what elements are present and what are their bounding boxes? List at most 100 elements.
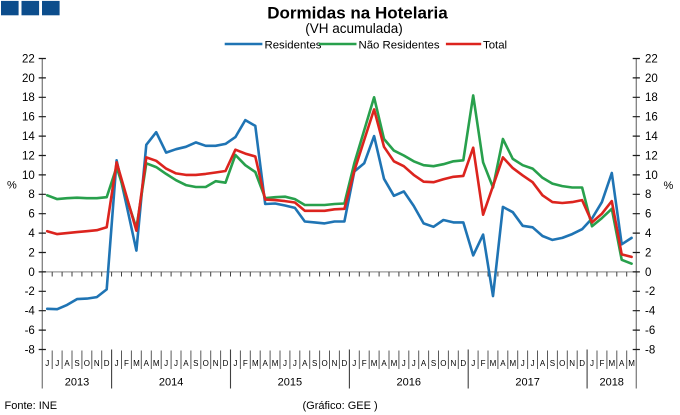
svg-text:J: J xyxy=(531,359,535,368)
svg-text:20: 20 xyxy=(645,73,658,85)
svg-text:12: 12 xyxy=(22,150,35,162)
svg-text:Residentes: Residentes xyxy=(265,39,322,51)
svg-text:J: J xyxy=(115,359,119,368)
svg-text:M: M xyxy=(628,359,635,368)
svg-text:A: A xyxy=(421,359,427,368)
svg-text:F: F xyxy=(243,359,248,368)
svg-text:J: J xyxy=(412,359,416,368)
svg-text:F: F xyxy=(599,359,604,368)
svg-text:S: S xyxy=(312,359,317,368)
svg-text:22: 22 xyxy=(22,53,35,65)
svg-text:(Gráfico: GEE ): (Gráfico: GEE ) xyxy=(303,400,378,412)
svg-text:A: A xyxy=(302,359,308,368)
svg-text:8: 8 xyxy=(28,189,34,201)
svg-text:Dormidas na Hotelaria: Dormidas na Hotelaria xyxy=(267,4,448,23)
svg-text:2014: 2014 xyxy=(159,377,183,389)
svg-text:D: D xyxy=(342,359,348,368)
svg-text:D: D xyxy=(104,359,110,368)
svg-text:J: J xyxy=(590,359,594,368)
svg-text:O: O xyxy=(84,359,90,368)
svg-text:J: J xyxy=(45,359,49,368)
svg-text:A: A xyxy=(381,359,387,368)
svg-text:-4: -4 xyxy=(645,306,656,318)
svg-text:2016: 2016 xyxy=(397,377,421,389)
svg-text:%: % xyxy=(7,180,17,192)
svg-text:O: O xyxy=(203,359,209,368)
svg-text:A: A xyxy=(64,359,70,368)
svg-text:M: M xyxy=(153,359,160,368)
svg-text:0: 0 xyxy=(28,267,34,279)
svg-text:J: J xyxy=(293,359,297,368)
svg-text:18: 18 xyxy=(645,92,658,104)
svg-text:S: S xyxy=(74,359,79,368)
svg-text:A: A xyxy=(619,359,625,368)
svg-text:A: A xyxy=(500,359,506,368)
svg-text:4: 4 xyxy=(645,228,652,240)
svg-text:J: J xyxy=(164,359,168,368)
svg-text:2017: 2017 xyxy=(515,377,539,389)
svg-text:D: D xyxy=(460,359,466,368)
svg-text:O: O xyxy=(321,359,327,368)
svg-text:2: 2 xyxy=(28,247,34,259)
svg-text:N: N xyxy=(94,359,100,368)
svg-text:O: O xyxy=(559,359,565,368)
svg-text:2: 2 xyxy=(645,247,651,259)
svg-text:M: M xyxy=(509,359,516,368)
svg-text:J: J xyxy=(283,359,287,368)
svg-text:D: D xyxy=(579,359,585,368)
svg-text:J: J xyxy=(55,359,59,368)
svg-text:J: J xyxy=(521,359,525,368)
svg-text:S: S xyxy=(550,359,555,368)
svg-text:J: J xyxy=(233,359,237,368)
svg-text:N: N xyxy=(332,359,338,368)
svg-text:-2: -2 xyxy=(645,286,655,298)
svg-text:2015: 2015 xyxy=(278,377,302,389)
svg-text:12: 12 xyxy=(645,150,658,162)
svg-text:A: A xyxy=(540,359,546,368)
svg-text:(VH acumulada): (VH acumulada) xyxy=(305,21,403,36)
svg-text:-2: -2 xyxy=(25,286,35,298)
svg-text:22: 22 xyxy=(645,53,658,65)
svg-text:D: D xyxy=(223,359,229,368)
svg-text:6: 6 xyxy=(28,209,34,221)
svg-text:2018: 2018 xyxy=(599,377,623,389)
svg-text:F: F xyxy=(124,359,129,368)
svg-text:Fonte: INE: Fonte: INE xyxy=(5,400,58,412)
svg-text:10: 10 xyxy=(645,170,658,182)
svg-text:-6: -6 xyxy=(25,325,35,337)
svg-text:J: J xyxy=(174,359,178,368)
svg-text:10: 10 xyxy=(22,170,35,182)
svg-text:J: J xyxy=(402,359,406,368)
svg-text:S: S xyxy=(431,359,436,368)
svg-text:J: J xyxy=(471,359,475,368)
svg-text:M: M xyxy=(252,359,259,368)
svg-text:M: M xyxy=(133,359,140,368)
svg-text:16: 16 xyxy=(22,112,35,124)
svg-text:-8: -8 xyxy=(25,344,35,356)
svg-text:6: 6 xyxy=(645,209,651,221)
svg-text:0: 0 xyxy=(645,267,651,279)
svg-text:2013: 2013 xyxy=(65,377,89,389)
svg-text:-6: -6 xyxy=(645,325,655,337)
svg-text:O: O xyxy=(440,359,446,368)
svg-text:A: A xyxy=(183,359,189,368)
svg-text:N: N xyxy=(213,359,219,368)
svg-text:8: 8 xyxy=(645,189,651,201)
svg-text:-4: -4 xyxy=(25,306,36,318)
svg-text:A: A xyxy=(144,359,150,368)
svg-text:N: N xyxy=(569,359,575,368)
svg-text:14: 14 xyxy=(645,131,658,143)
svg-text:Não Residentes: Não Residentes xyxy=(359,39,440,51)
svg-text:Total: Total xyxy=(483,39,507,51)
svg-text:M: M xyxy=(371,359,378,368)
svg-text:18: 18 xyxy=(22,92,35,104)
svg-text:M: M xyxy=(391,359,398,368)
svg-text:M: M xyxy=(272,359,279,368)
svg-text:N: N xyxy=(451,359,457,368)
svg-text:%: % xyxy=(664,180,674,192)
svg-text:4: 4 xyxy=(28,228,35,240)
svg-text:20: 20 xyxy=(22,73,35,85)
svg-text:M: M xyxy=(490,359,497,368)
svg-text:J: J xyxy=(352,359,356,368)
svg-text:A: A xyxy=(263,359,269,368)
